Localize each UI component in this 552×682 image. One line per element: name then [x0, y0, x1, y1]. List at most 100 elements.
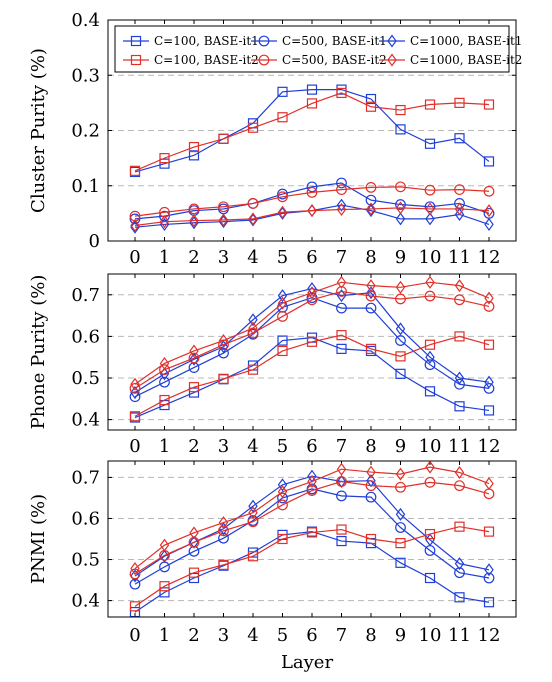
- data-point: [247, 122, 259, 133]
- data-point: [336, 535, 347, 547]
- legend-entry: C=100, BASE-it2: [123, 53, 259, 67]
- data-point: [306, 485, 318, 496]
- x-tick-label: 11: [448, 247, 471, 268]
- series-5: [129, 181, 495, 222]
- y-tick-label: 0.5: [71, 368, 100, 389]
- data-point: [366, 279, 376, 293]
- data-point: [307, 475, 317, 489]
- series-line: [134, 531, 490, 613]
- data-point: [336, 462, 347, 476]
- data-point: [454, 480, 465, 492]
- series-line: [134, 526, 490, 607]
- legend: C=100, BASE-it1 C=500, BASE-it1 C=1000, BA…: [114, 25, 522, 73]
- data-point: [129, 165, 141, 176]
- x-tick-label: 7: [336, 247, 347, 268]
- y-tick-label: 0.6: [71, 326, 100, 347]
- data-point: [159, 538, 170, 552]
- x-tick-label: 0: [129, 247, 140, 268]
- data-point: [424, 386, 436, 397]
- data-point: [365, 101, 377, 112]
- data-point: [277, 533, 288, 545]
- data-point: [454, 567, 465, 579]
- data-point: [424, 184, 436, 196]
- data-point: [395, 467, 406, 481]
- x-tick-label: 9: [395, 247, 406, 268]
- data-point: [218, 340, 229, 354]
- series-line: [134, 92, 490, 172]
- data-point: [395, 104, 406, 116]
- data-point: [189, 344, 199, 358]
- data-point: [336, 330, 347, 341]
- data-point: [306, 84, 318, 95]
- data-point: [159, 394, 170, 406]
- x-tick-label: 4: [247, 247, 258, 268]
- data-point: [189, 526, 199, 540]
- legend-marker: [130, 54, 142, 66]
- data-point: [483, 301, 495, 312]
- series-1: [129, 84, 495, 178]
- series-4: [129, 521, 495, 612]
- x-tick-label: 1: [159, 247, 170, 268]
- data-point: [454, 401, 465, 412]
- x-tick-label: 2: [188, 247, 199, 268]
- legend-entry: C=1000, BASE-it2: [379, 53, 522, 67]
- data-point: [484, 217, 494, 231]
- data-point: [248, 313, 258, 327]
- data-point: [159, 210, 170, 222]
- legend-entry: C=500, BASE-it1: [251, 34, 387, 48]
- data-point: [395, 201, 406, 215]
- data-point: [130, 219, 140, 233]
- data-point: [188, 572, 200, 584]
- plot-frame: [107, 460, 517, 618]
- data-point: [395, 507, 406, 521]
- data-point: [484, 291, 494, 305]
- data-point: [130, 386, 140, 400]
- legend-label: C=100, BASE-it1: [154, 34, 259, 48]
- data-point: [336, 286, 347, 297]
- data-point: [484, 375, 494, 389]
- data-point: [248, 212, 258, 226]
- data-point: [365, 302, 377, 314]
- x-tick-label: 1: [159, 625, 170, 646]
- data-point: [424, 290, 436, 302]
- data-point: [188, 150, 200, 161]
- data-point: [454, 202, 465, 216]
- data-point: [277, 335, 288, 346]
- data-point: [336, 275, 347, 289]
- x-tick-label: 9: [395, 436, 406, 457]
- data-point: [306, 294, 318, 306]
- legend-marker: [258, 54, 270, 66]
- data-point: [336, 475, 347, 489]
- data-point: [130, 377, 140, 391]
- data-point: [218, 201, 229, 213]
- data-point: [424, 339, 436, 350]
- data-point: [395, 293, 406, 305]
- data-point: [159, 587, 170, 598]
- x-tick-label: 6: [306, 436, 317, 457]
- data-point: [365, 93, 377, 105]
- data-point: [454, 97, 465, 108]
- data-point: [425, 202, 435, 216]
- data-point: [277, 188, 288, 200]
- data-point: [218, 525, 229, 537]
- data-point: [159, 364, 170, 376]
- data-point: [188, 352, 200, 364]
- data-point: [424, 99, 436, 110]
- data-point: [425, 275, 435, 289]
- data-point: [454, 331, 465, 342]
- series-3: [130, 282, 494, 400]
- data-point: [395, 481, 406, 493]
- legend-label: C=1000, BASE-it2: [410, 53, 522, 67]
- legend-label: C=1000, BASE-it1: [410, 34, 522, 48]
- x-tick-label: 6: [306, 625, 317, 646]
- data-point: [395, 351, 406, 362]
- series-line: [134, 281, 490, 385]
- x-tick-label: 5: [277, 436, 288, 457]
- legend-entry: C=500, BASE-it2: [251, 53, 387, 67]
- data-point: [395, 181, 406, 193]
- data-point: [454, 521, 465, 532]
- data-point: [424, 476, 436, 488]
- data-point: [277, 191, 288, 203]
- data-point: [454, 133, 465, 144]
